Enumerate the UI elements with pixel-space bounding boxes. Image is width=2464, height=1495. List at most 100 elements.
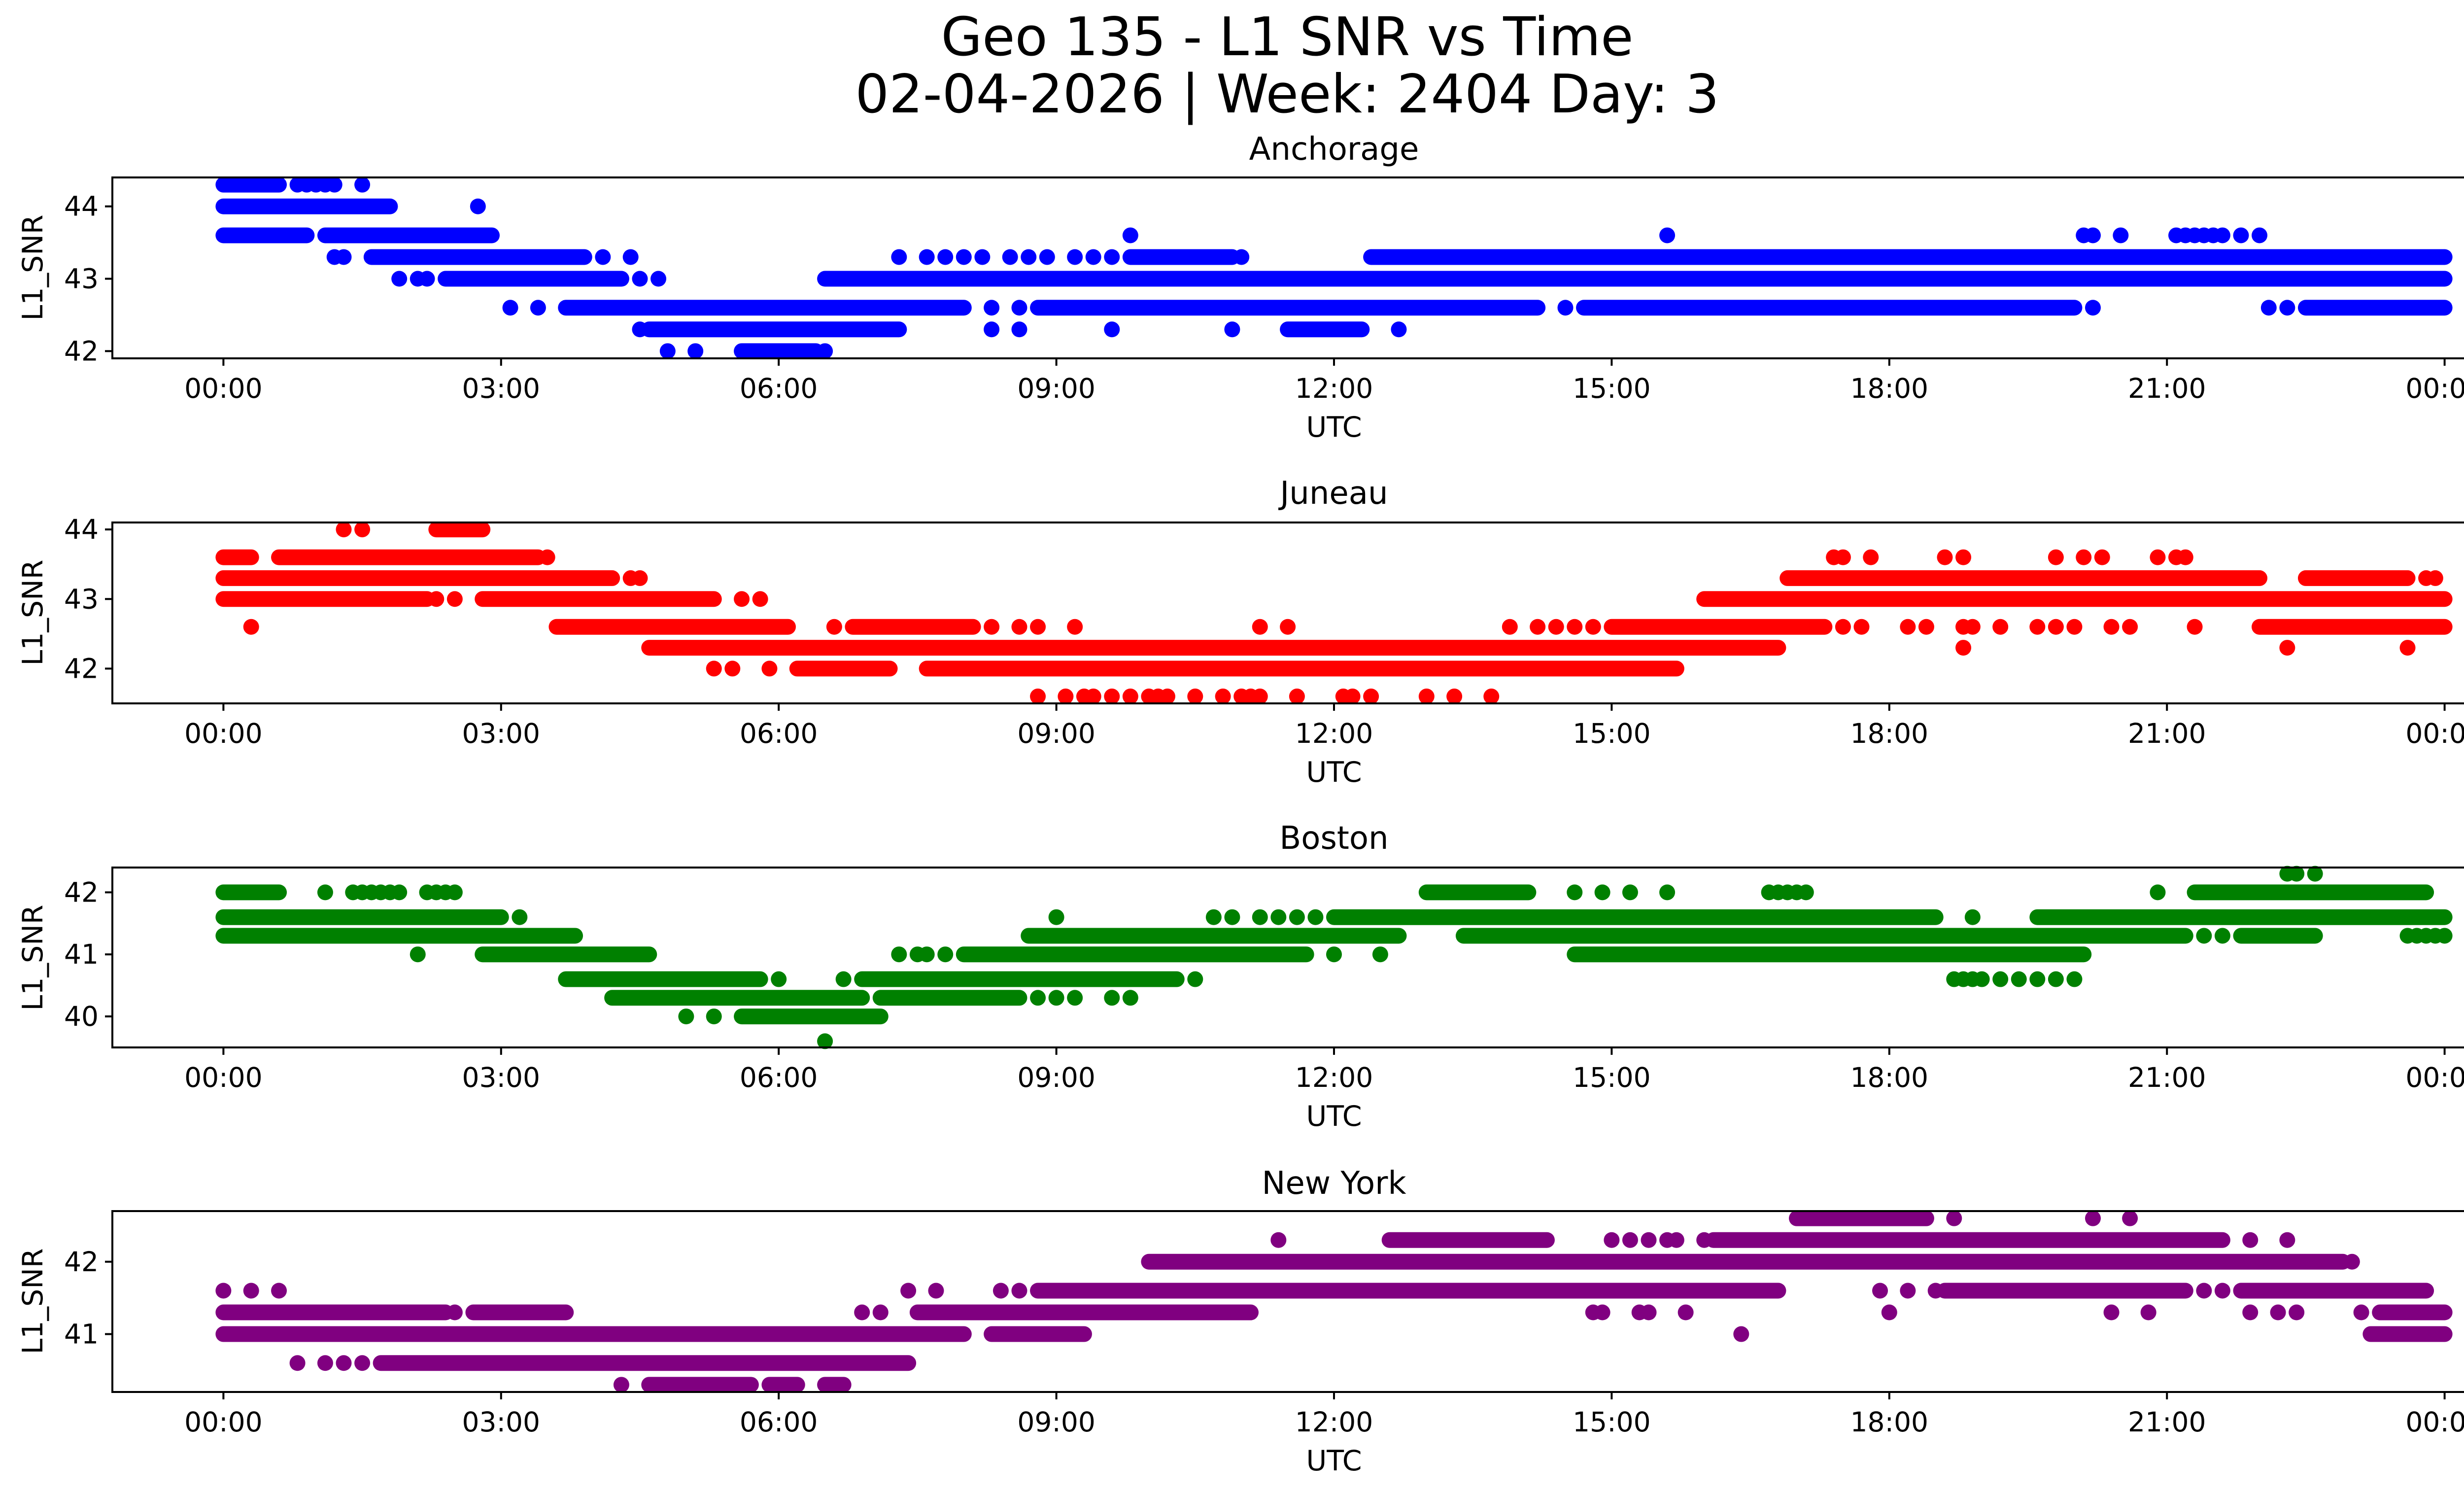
scatter-point <box>1197 1304 1213 1321</box>
y-axis-label: L1_SNR <box>17 1249 49 1355</box>
scatter-point <box>1030 688 1046 704</box>
scatter-points <box>215 176 2453 359</box>
scatter-point <box>2066 619 2083 635</box>
x-tick-label: 21:00 <box>2128 1406 2206 1438</box>
scatter-point <box>1011 619 1027 635</box>
y-tick-label: 43 <box>64 263 99 295</box>
scatter-point <box>984 321 1000 338</box>
subplot-title: Anchorage <box>1249 131 1419 168</box>
x-tick-label: 00:00 <box>2405 1062 2464 1093</box>
scatter-point <box>243 1283 259 1299</box>
scatter-point <box>289 1355 306 1371</box>
scatter-point <box>2187 619 2203 635</box>
scatter-point <box>1289 909 1305 925</box>
scatter-point <box>1881 1304 1897 1321</box>
y-axis-label: L1_SNR <box>17 215 49 321</box>
scatter-point <box>817 1033 833 1049</box>
x-tick-label: 12:00 <box>1295 1062 1373 1093</box>
y-tick-label: 43 <box>64 583 99 615</box>
scatter-point <box>622 249 639 265</box>
scatter-point <box>817 343 833 359</box>
scatter-point <box>1992 971 2009 987</box>
scatter-point <box>632 570 648 586</box>
scatter-point <box>891 249 907 265</box>
scatter-point <box>502 300 518 316</box>
scatter-point <box>1872 1283 1888 1299</box>
scatter-point <box>2029 971 2046 987</box>
scatter-point <box>2289 866 2305 882</box>
x-axis-label: UTC <box>1306 756 1362 789</box>
scatter-point <box>1363 688 1379 704</box>
scatter-point <box>1937 549 1953 565</box>
scatter-point <box>1270 909 1287 925</box>
scatter-point <box>410 946 426 963</box>
scatter-point <box>1622 1232 1638 1248</box>
scatter-point <box>512 909 528 925</box>
scatter-point <box>354 522 371 538</box>
scatter-point <box>1252 688 1268 704</box>
subplot-juneau: Juneau 00:00 03:00 06:00 09:00 12:00 15:00 18:… <box>17 475 2464 789</box>
scatter-point <box>1372 946 1388 963</box>
scatter-point <box>2279 640 2295 656</box>
scatter-point <box>1964 909 1981 925</box>
scatter-point <box>2140 1304 2156 1321</box>
x-tick-label: 18:00 <box>1850 1406 1929 1438</box>
y-tick-label: 44 <box>64 514 99 545</box>
scatter-point <box>1011 321 1027 338</box>
scatter-point <box>326 176 342 193</box>
scatter-points <box>215 522 2453 704</box>
scatter-point <box>470 198 486 214</box>
scatter-point <box>1641 1232 1657 1248</box>
scatter-point <box>215 1283 232 1299</box>
scatter-point <box>2196 928 2212 944</box>
x-tick-label: 06:00 <box>740 373 818 404</box>
subplot-anchorage: Anchorage 00:00 03:00 06:00 09:00 12:00 15:00… <box>17 131 2464 444</box>
scatter-point <box>1104 688 1120 704</box>
scatter-point <box>1270 1232 1287 1248</box>
subplot-boston: Boston 00:00 03:00 06:00 09:00 12:00 15:00 18:… <box>17 820 2464 1133</box>
scatter-point <box>391 884 408 901</box>
scatter-point <box>1205 909 1222 925</box>
scatter-point <box>1122 688 1138 704</box>
x-tick-label: 18:00 <box>1850 1062 1929 1093</box>
scatter-point <box>391 271 408 287</box>
scatter-point <box>706 1008 722 1025</box>
scatter-point <box>891 946 907 963</box>
y-tick-label: 40 <box>64 1001 99 1032</box>
scatter-point <box>1927 1283 1944 1299</box>
scatter-point <box>2094 549 2110 565</box>
scatter-point <box>1030 990 1046 1006</box>
x-tick-label: 03:00 <box>462 1062 541 1093</box>
scatter-point <box>1835 549 1851 565</box>
scatter-point <box>2270 1304 2286 1321</box>
x-tick-label: 18:00 <box>1850 718 1929 749</box>
scatter-point <box>1391 321 1407 338</box>
scatter-point <box>2427 570 2443 586</box>
scatter-point <box>1604 1232 1620 1248</box>
scatter-point <box>2214 1283 2230 1299</box>
scatter-point <box>1048 990 1064 1006</box>
subplot-title: New York <box>1262 1165 1406 1202</box>
x-tick-label: 00:00 <box>184 718 263 749</box>
scatter-point <box>2122 1210 2138 1226</box>
scatter-point <box>678 1008 694 1025</box>
x-tick-label: 15:00 <box>1573 373 1651 404</box>
scatter-point <box>336 1355 352 1371</box>
scatter-point <box>1622 884 1638 901</box>
scatter-point <box>243 619 259 635</box>
scatter-point <box>2260 928 2277 944</box>
scatter-point <box>2260 300 2277 316</box>
scatter-point <box>2029 619 2046 635</box>
y-axis-label: L1_SNR <box>17 905 49 1011</box>
x-tick-label: 15:00 <box>1573 718 1651 749</box>
y-tick-label: 42 <box>64 1246 99 1278</box>
x-tick-label: 06:00 <box>740 1406 818 1438</box>
scatter-point <box>1289 688 1305 704</box>
scatter-point <box>1659 227 1676 243</box>
scatter-point <box>1011 300 1027 316</box>
scatter-point <box>1594 884 1610 901</box>
scatter-point <box>317 1355 333 1371</box>
scatter-point <box>1677 1304 1694 1321</box>
y-axis-ticks: 40 41 42 <box>64 876 112 1032</box>
